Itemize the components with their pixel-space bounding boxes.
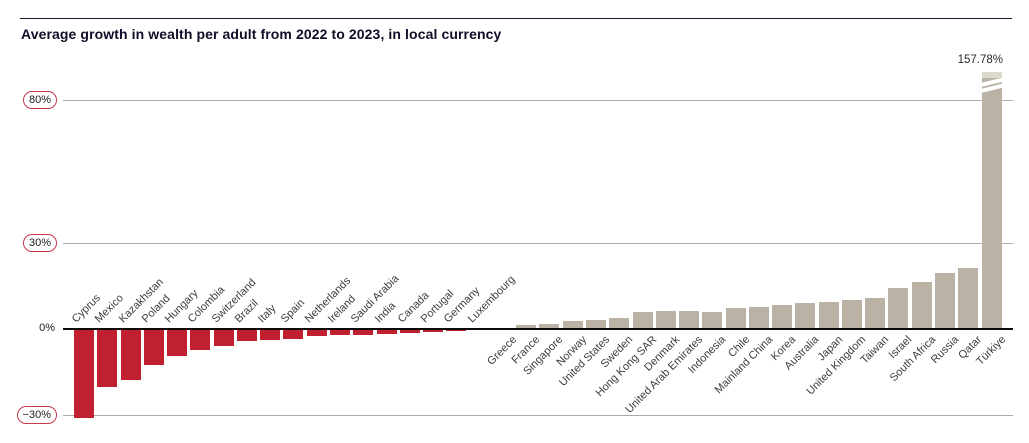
- bar-mexico: [97, 330, 118, 388]
- bar-italy: [260, 330, 281, 340]
- bar-united-states: [585, 320, 606, 329]
- bar-israel: [888, 287, 909, 329]
- y-tick-0: 0%: [0, 320, 57, 336]
- bar-hong-kong-sar: [632, 312, 653, 329]
- x-label-spain: Spain: [279, 296, 308, 326]
- bar-indonesia: [702, 311, 723, 329]
- y-tick-label-30: −30%: [16, 405, 57, 424]
- bar-south-africa: [911, 281, 932, 329]
- bar-saudi-arabia: [353, 330, 374, 335]
- bar-brazil: [236, 330, 257, 342]
- bar-india: [376, 330, 397, 334]
- bar-ireland: [330, 330, 350, 336]
- bar-france: [516, 324, 537, 329]
- gridline-80: [63, 100, 1013, 101]
- x-axis-zero-line: [63, 328, 1013, 330]
- bar-break-cap: [981, 72, 1002, 78]
- bar-kazakhstan: [120, 330, 141, 380]
- bar-korea: [772, 305, 793, 329]
- turkiye-value-label: 157.78%: [957, 54, 1003, 66]
- bar-canada: [399, 330, 420, 334]
- bar-australia: [795, 302, 816, 329]
- bar-norway: [562, 321, 583, 329]
- y-tick-30: 30%: [0, 234, 57, 253]
- y-tick-label-80: 80%: [22, 91, 57, 110]
- bar-germany: [446, 330, 467, 332]
- bar-chile: [725, 308, 746, 329]
- bar-switzerland: [213, 330, 234, 346]
- bar-united-arab-emirates: [679, 310, 699, 329]
- bar-qatar: [958, 267, 979, 329]
- bar-turkiye: [981, 72, 1002, 329]
- gridline-30: [63, 243, 1013, 244]
- top-divider-line: [20, 18, 1012, 19]
- bar-colombia: [190, 330, 211, 350]
- bar-poland: [143, 330, 164, 365]
- bar-denmark: [655, 310, 676, 329]
- y-tick-label-0: 0%: [39, 322, 55, 334]
- y-tick-30: −30%: [0, 405, 57, 424]
- bar-sweden: [609, 318, 630, 329]
- bar-taiwan: [865, 297, 886, 329]
- bar-portugal: [423, 330, 444, 333]
- gridline-30: [63, 415, 1013, 416]
- bar-japan: [818, 301, 839, 329]
- chart-title: Average growth in wealth per adult from …: [21, 26, 502, 42]
- bar-mainland-china: [748, 307, 769, 329]
- bar-cyprus: [74, 330, 94, 418]
- bar-united-kingdom: [841, 300, 862, 329]
- y-tick-80: 80%: [0, 91, 57, 110]
- bar-singapore: [539, 324, 560, 329]
- bar-netherlands: [306, 330, 327, 337]
- bar-russia: [935, 273, 955, 329]
- y-tick-label-30: 30%: [22, 234, 57, 253]
- bar-hungary: [167, 330, 188, 356]
- bar-spain: [283, 330, 304, 339]
